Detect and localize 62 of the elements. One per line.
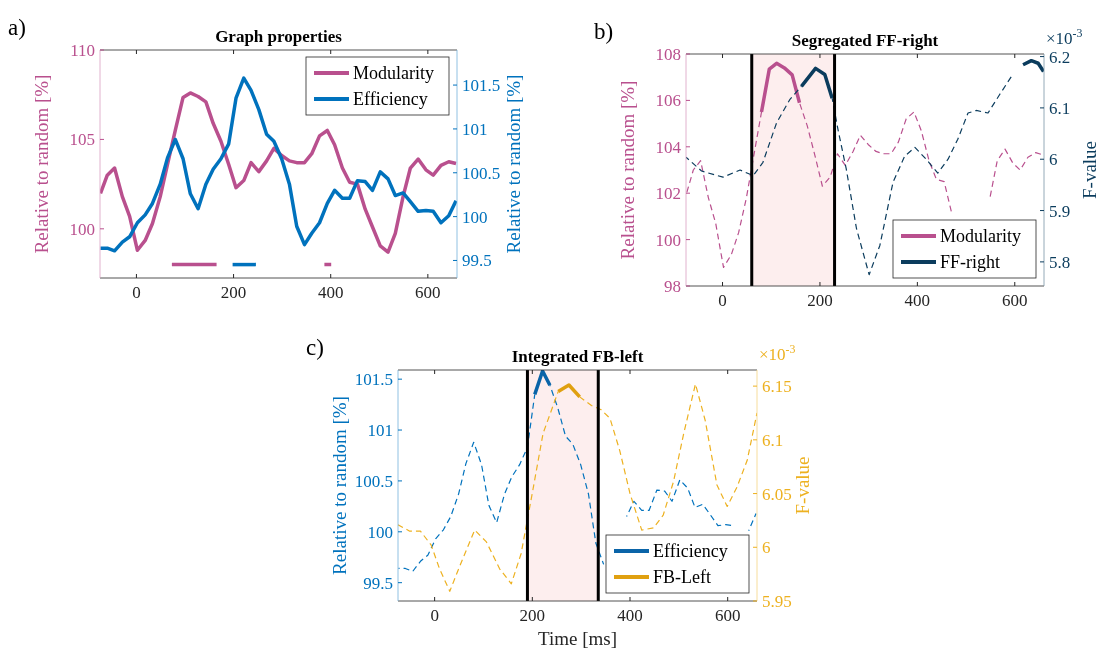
y2-tick-label: 6.1 <box>762 430 784 450</box>
y2-axis-title: F-value <box>1079 140 1100 200</box>
y2-tick-label: 6 <box>1049 150 1058 170</box>
y2-tick-label: 99.5 <box>462 251 492 271</box>
x-tick-label: 0 <box>718 291 727 310</box>
y2-axis-title: Relative to random [%] <box>503 74 524 254</box>
x-tick-label: 200 <box>519 606 546 625</box>
y-tick-label: 100 <box>367 522 393 542</box>
y-tick-label: 105 <box>69 130 95 150</box>
y-tick-label: 99.5 <box>363 573 393 593</box>
y2-tick-label: 6.1 <box>1049 98 1071 118</box>
y-tick-label: 102 <box>655 184 681 204</box>
text: c) <box>306 335 324 360</box>
legend-label: FB-Left <box>653 567 711 587</box>
y-tick-label: 108 <box>655 45 681 64</box>
y2-tick-label: 6.2 <box>1049 47 1071 67</box>
y2-tick-label: 5.9 <box>1049 201 1071 221</box>
y-tick-label: 100 <box>655 230 681 250</box>
x-tick-label: 600 <box>1002 291 1028 310</box>
x-tick-label: 400 <box>617 606 643 625</box>
y2-tick-label: 5.95 <box>762 592 792 611</box>
text: a) <box>8 15 26 40</box>
y2-tick-label: 6.05 <box>762 484 792 504</box>
y-tick-label: 98 <box>664 277 681 296</box>
legend-label: Modularity <box>940 226 1021 246</box>
y2-tick-label: 101.5 <box>462 76 501 96</box>
y2-tick-label: 5.8 <box>1049 252 1071 272</box>
y-tick-label: 104 <box>655 137 682 157</box>
y-axis-title: Relative to random [%] <box>329 396 350 575</box>
x-tick-label: 200 <box>807 291 833 310</box>
legend-label: Efficiency <box>653 541 728 561</box>
text: ×10$^{-3}$ <box>759 342 796 364</box>
x-tick-label: 0 <box>430 606 439 625</box>
x-tick-label: 600 <box>714 606 741 625</box>
y2-tick-label: 6 <box>762 538 771 558</box>
chart-title: Integrated FB-left <box>511 347 644 366</box>
y-tick-label: 100.5 <box>354 471 393 491</box>
x-tick-label: 400 <box>317 283 344 302</box>
chart-title: Segregated FF-right <box>791 31 939 50</box>
y-tick-label: 101.5 <box>354 370 393 390</box>
y-axis-title: Relative to random [%] <box>617 80 638 260</box>
x-tick-label: 400 <box>904 291 931 310</box>
y2-tick-label: 100 <box>462 207 488 227</box>
y-tick-label: 101 <box>367 421 393 441</box>
y2-tick-label: 6.15 <box>762 377 792 397</box>
y-tick-label: 106 <box>655 91 681 111</box>
legend-label: Efficiency <box>353 89 428 109</box>
text: b) <box>594 19 614 44</box>
x-axis-title: Time [ms] <box>537 628 618 649</box>
y-tick-label: 100 <box>69 219 95 239</box>
x-tick-label: 600 <box>415 283 441 302</box>
y2-axis-title: F-value <box>792 456 813 515</box>
y-tick-label: 110 <box>70 41 95 60</box>
chart-title: Graph properties <box>215 27 343 46</box>
y-axis-title: Relative to random [%] <box>31 74 52 254</box>
y2-tick-label: 100.5 <box>462 163 501 183</box>
x-tick-label: 0 <box>132 283 141 302</box>
y2-tick-label: 101 <box>462 119 488 139</box>
legend-label: FF-right <box>940 252 1001 272</box>
legend-label: Modularity <box>353 63 434 83</box>
x-tick-label: 200 <box>220 283 247 302</box>
text: ×10$^{-3}$ <box>1046 26 1083 48</box>
